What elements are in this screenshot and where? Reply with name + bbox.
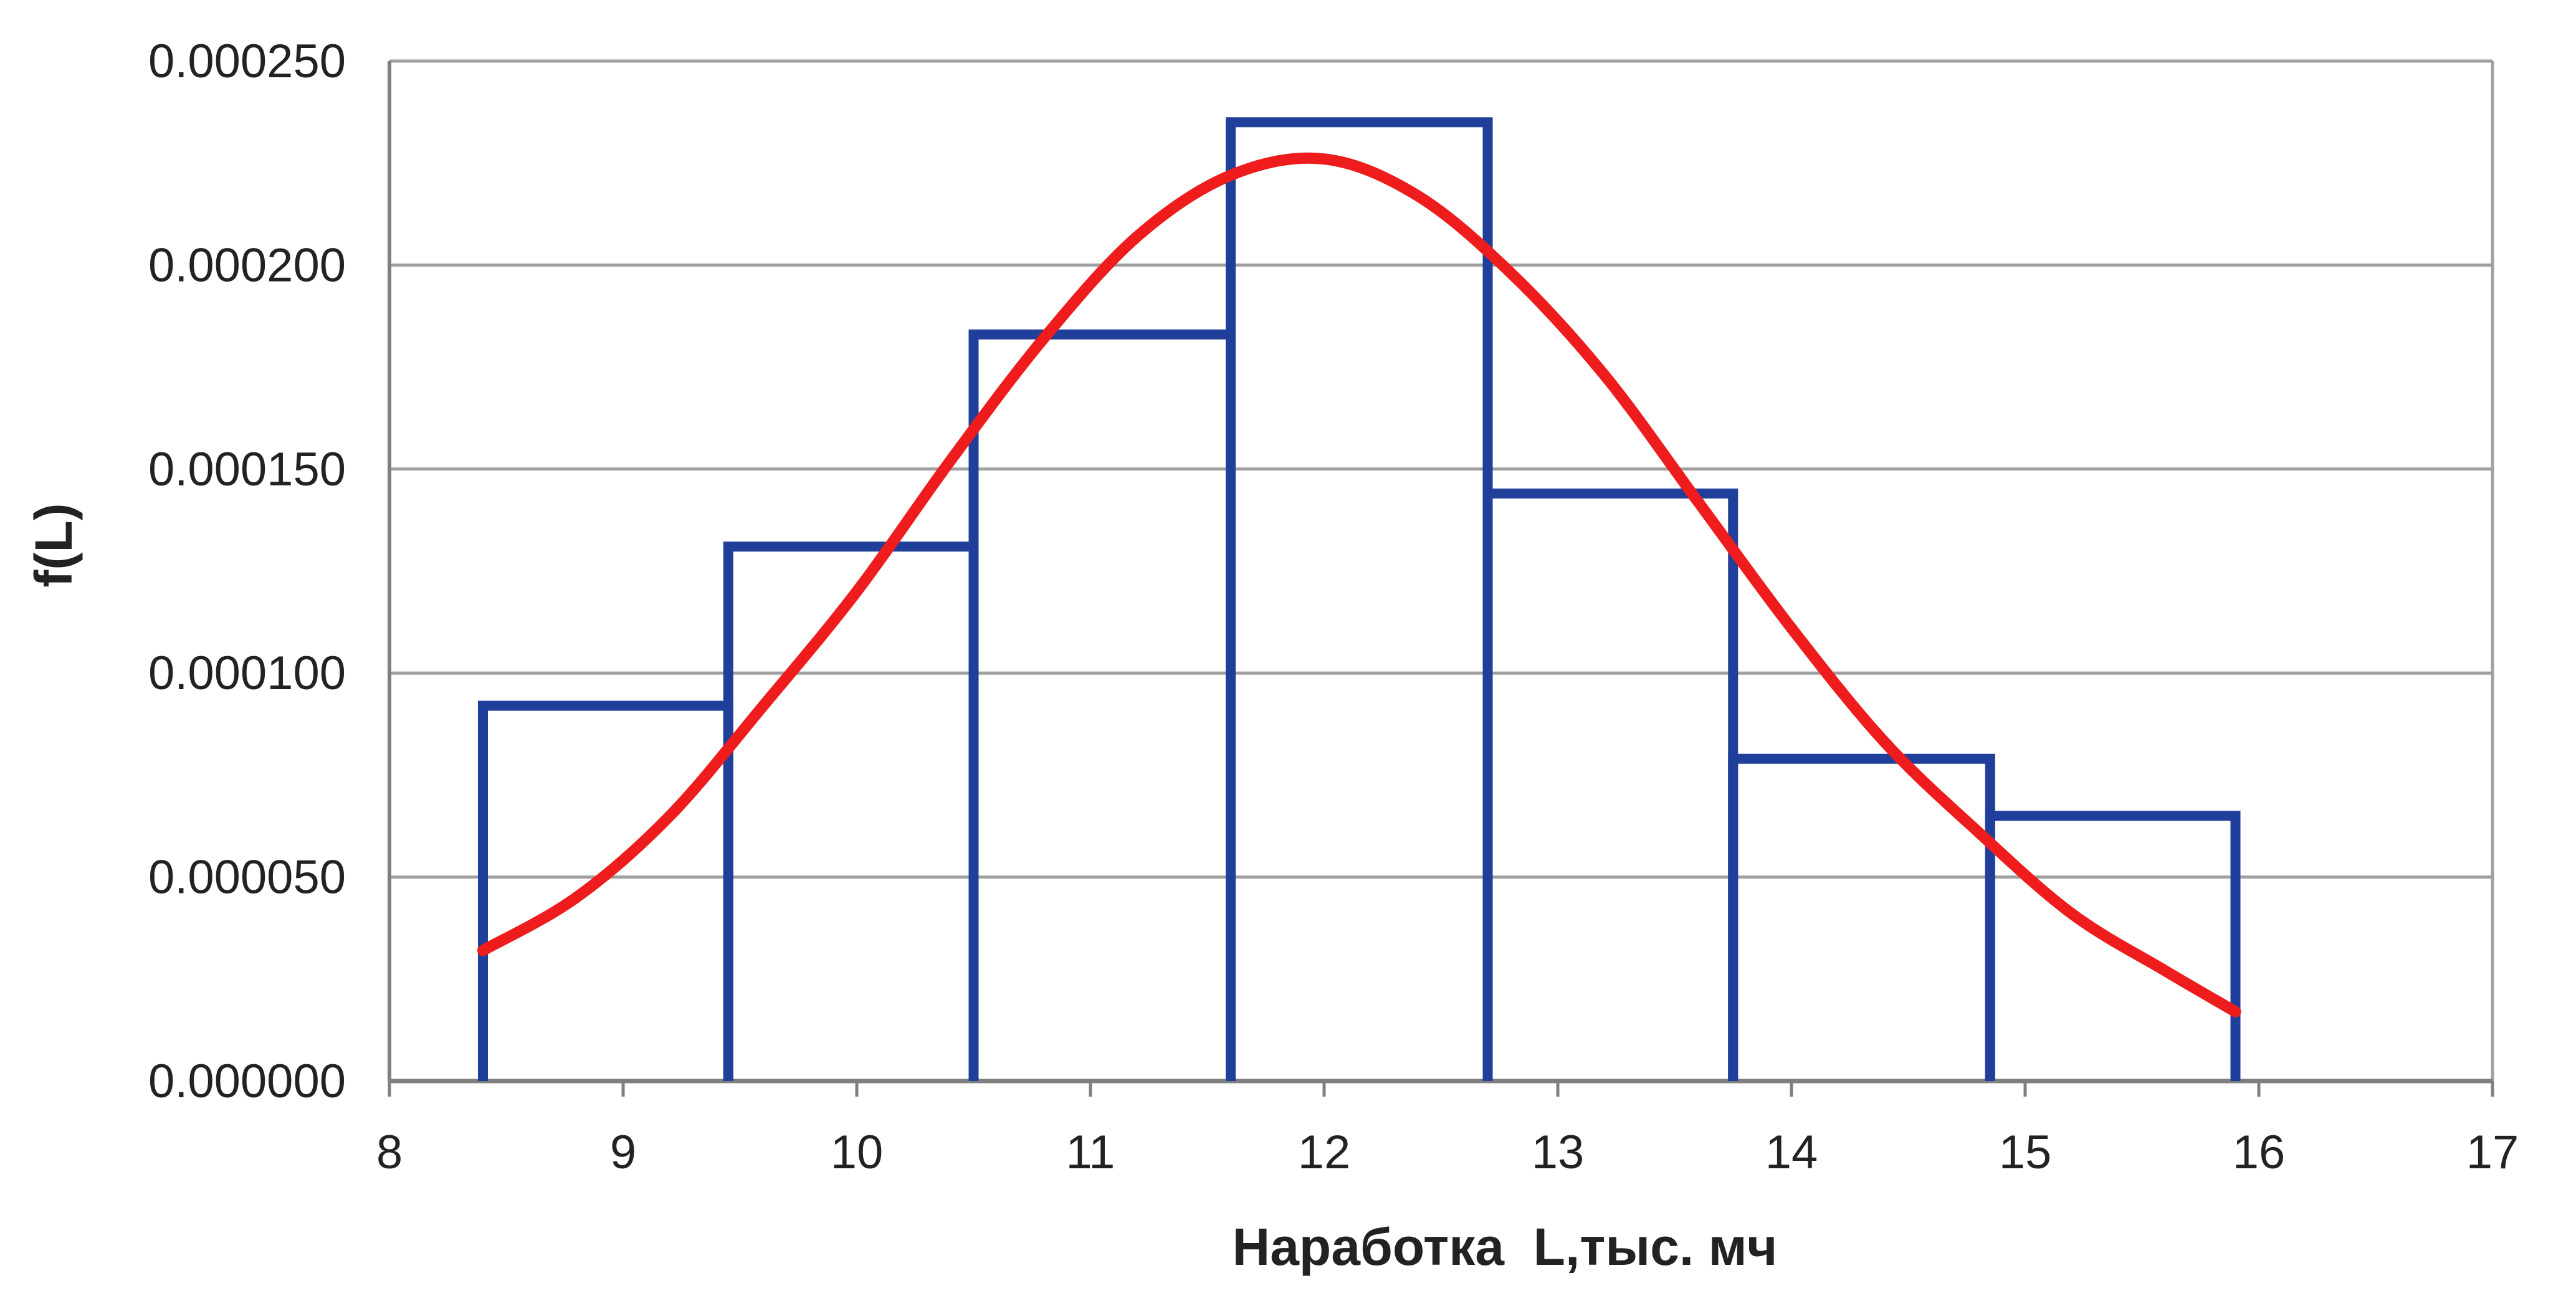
histogram-bar-7 <box>1985 811 2241 1081</box>
histogram-bars <box>478 117 2241 1081</box>
histogram-bar-3 <box>968 329 1236 1081</box>
histogram-bar-1 <box>478 700 733 1081</box>
histogram-bar-2 <box>723 541 979 1081</box>
x-axis-tick-labels: 8 9 10 11 12 13 14 15 16 17 <box>376 1081 2519 1179</box>
x-tick-label: 14 <box>1765 1126 1818 1179</box>
x-tick-label: 12 <box>1298 1126 1351 1179</box>
y-tick-label: 0.000200 <box>148 239 346 292</box>
histogram-bar-5 <box>1482 488 1739 1081</box>
density-curve <box>477 152 2241 1017</box>
grid-lines <box>389 59 2493 879</box>
y-axis-tick-labels: 0.000000 0.000050 0.000100 0.000150 0.000200… <box>148 35 346 1108</box>
plot-frame <box>388 61 2494 1084</box>
y-axis-title: f(L) <box>24 503 83 587</box>
x-tick-label: 8 <box>376 1126 403 1179</box>
y-tick-label: 0.000150 <box>148 443 346 496</box>
x-tick-label: 11 <box>1066 1126 1115 1179</box>
y-tick-label: 0.000250 <box>148 35 346 88</box>
x-tick-label: 9 <box>610 1126 636 1179</box>
y-tick-label: 0.000000 <box>148 1055 346 1108</box>
x-tick-label: 10 <box>831 1126 884 1179</box>
x-tick-label: 13 <box>1532 1126 1585 1179</box>
x-tick-label: 16 <box>2233 1126 2286 1179</box>
x-axis-title: Наработка L,тыс. мч <box>1233 1218 1778 1276</box>
y-tick-label: 0.000100 <box>148 647 346 700</box>
x-tick-label: 15 <box>1999 1126 2052 1179</box>
density-curve-line <box>477 152 2241 1017</box>
y-tick-label: 0.000050 <box>148 851 346 904</box>
x-tick-label: 17 <box>2466 1126 2519 1179</box>
